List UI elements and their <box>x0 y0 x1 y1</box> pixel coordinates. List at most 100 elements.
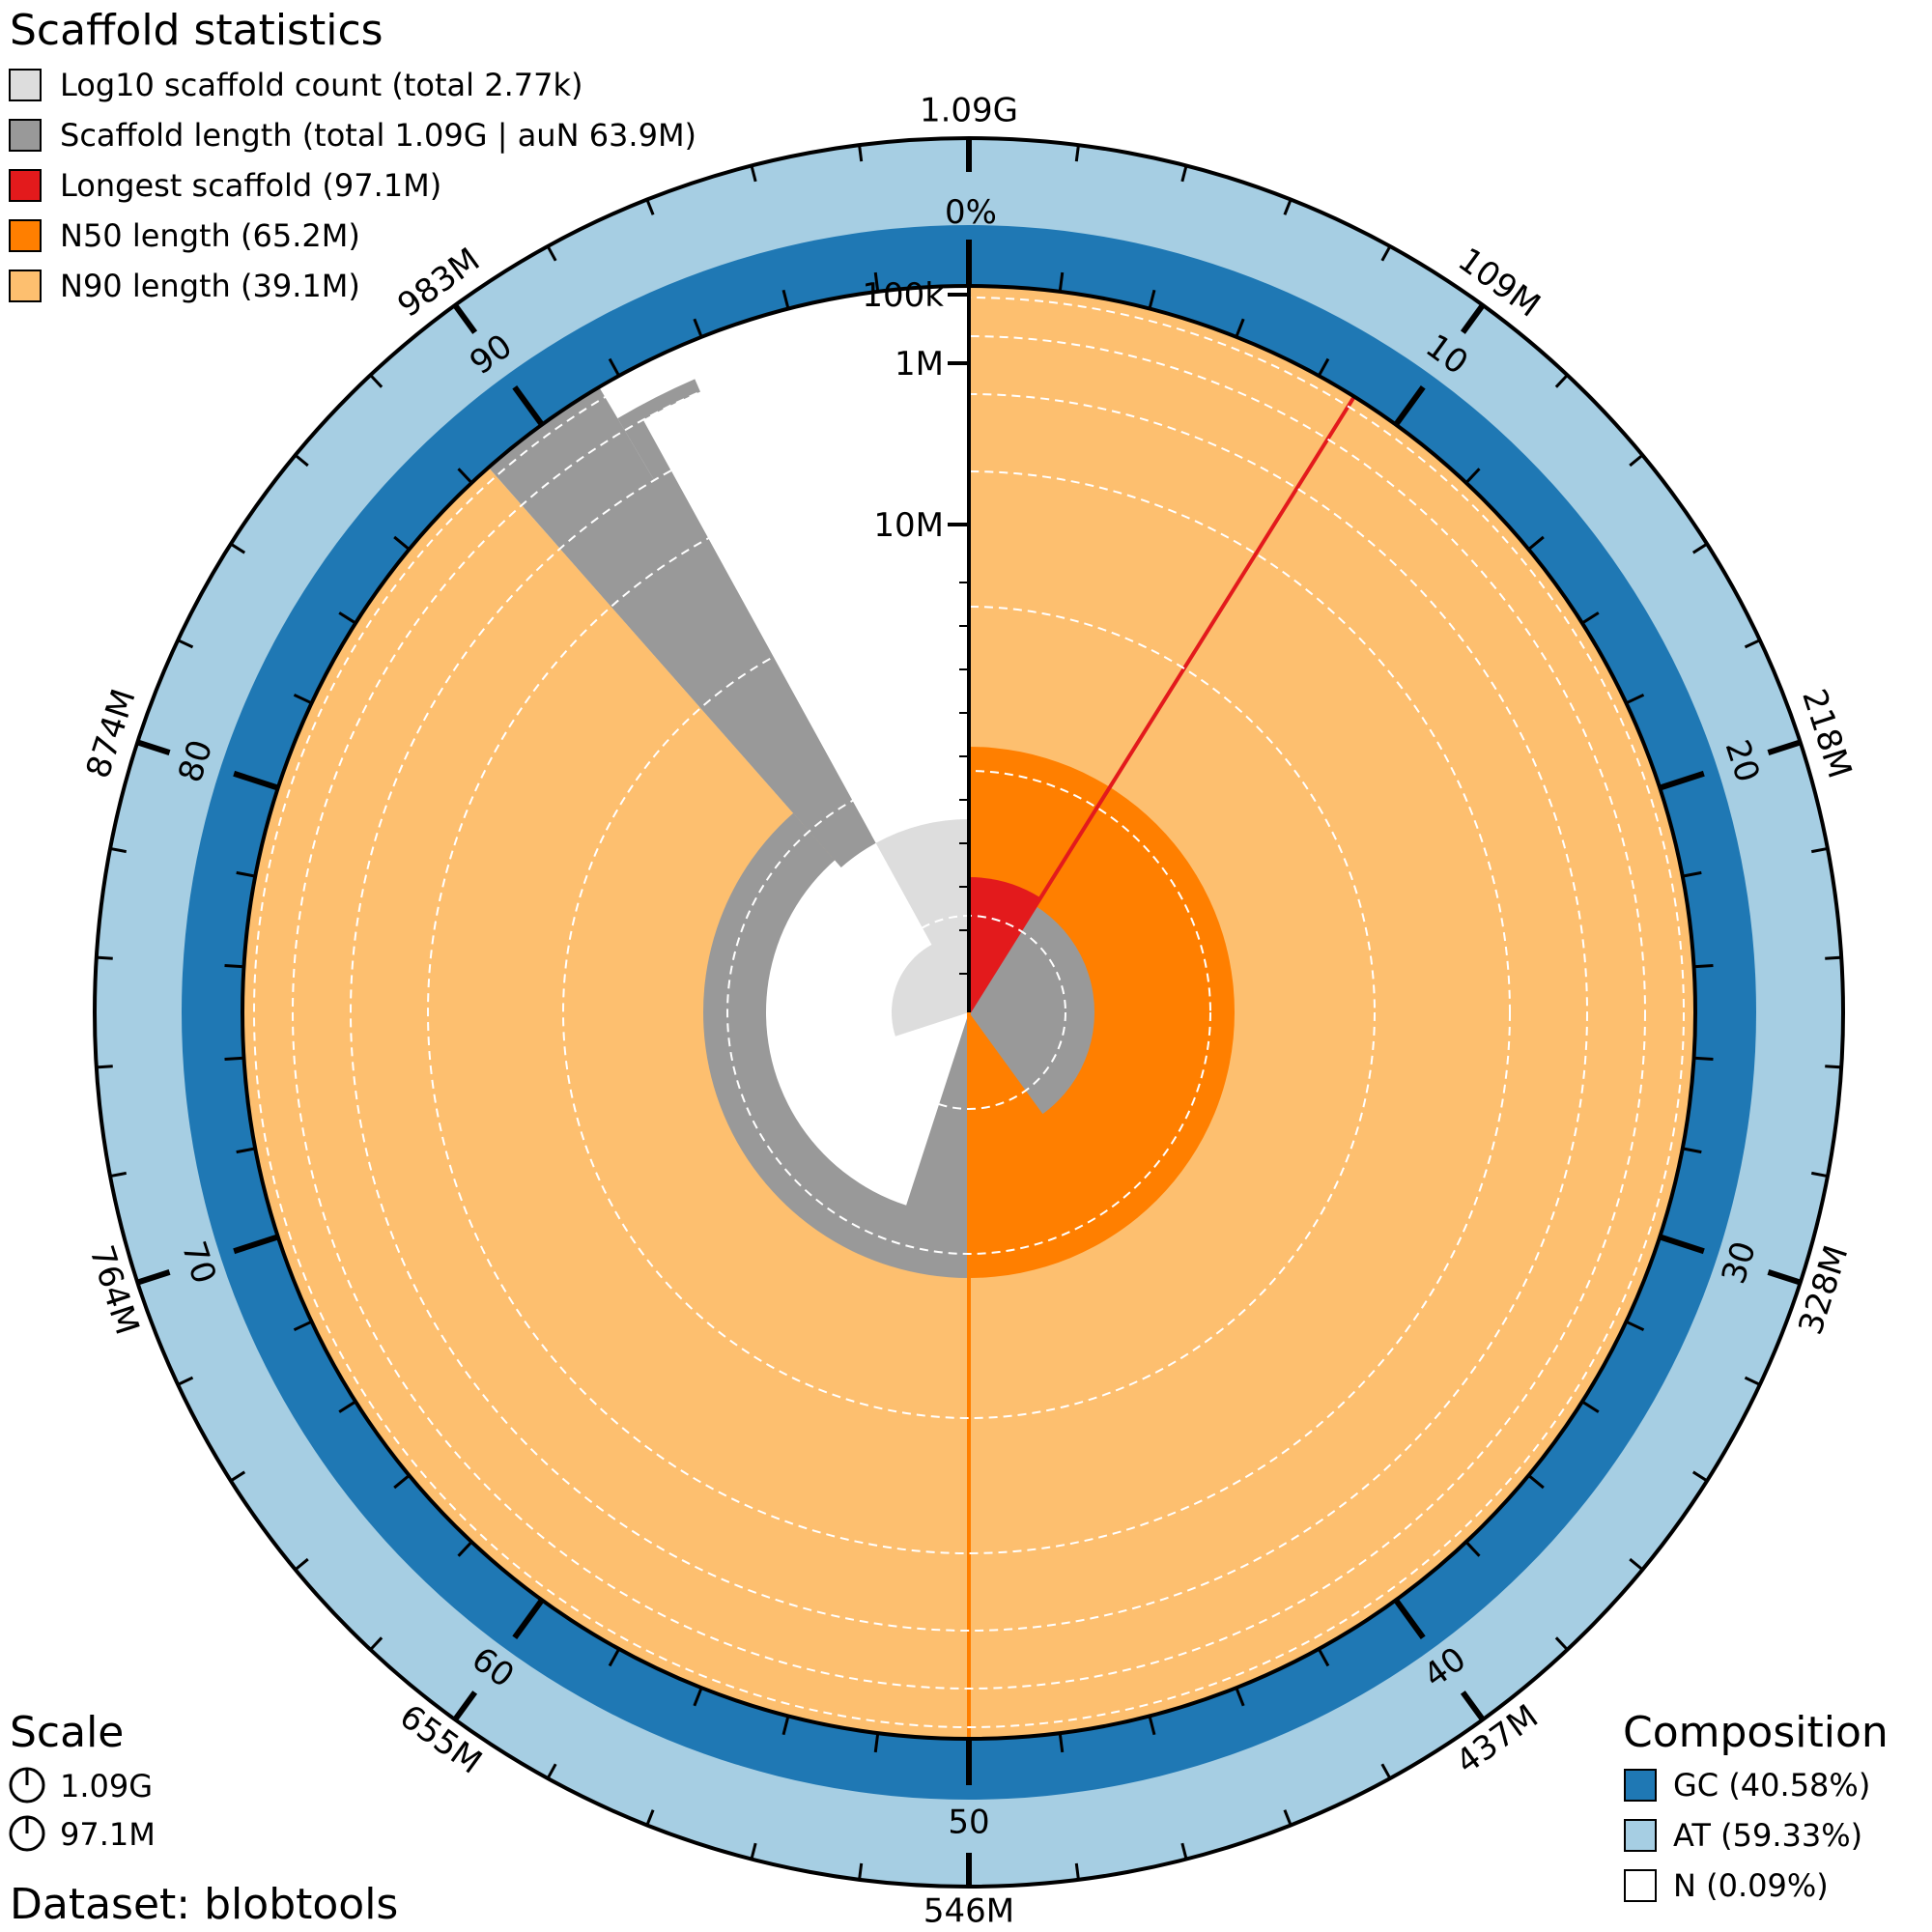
log-count-sector-outer <box>875 819 969 1012</box>
percent-tick <box>693 1687 703 1707</box>
legend-label: N50 length (65.2M) <box>60 217 360 254</box>
composition-label: AT (59.33%) <box>1673 1817 1862 1854</box>
percent-tick <box>1464 468 1481 484</box>
percent-tick <box>233 1234 279 1255</box>
length-tick <box>1460 303 1486 334</box>
length-tick <box>177 639 194 649</box>
longest-scaffold-line <box>967 395 1356 1014</box>
length-tick <box>645 199 655 215</box>
length-tick <box>1074 1862 1080 1881</box>
length-tick <box>1554 1636 1569 1651</box>
percent-tick <box>1393 385 1426 427</box>
percent-tick <box>1693 1056 1714 1061</box>
scale-icon-total <box>9 1767 45 1804</box>
length-tick <box>1691 1470 1708 1483</box>
length-tick <box>96 955 113 960</box>
gc-profile-label: 0% <box>945 193 997 232</box>
percent-tick <box>338 611 356 625</box>
length-tick <box>546 245 557 262</box>
percent-tick <box>1527 535 1545 551</box>
length-tick <box>1180 1842 1188 1860</box>
length-tick <box>177 1376 194 1386</box>
legend-swatch <box>9 169 42 202</box>
percent-tick <box>1581 1400 1600 1413</box>
percent-tick <box>1625 1320 1645 1332</box>
legend-label: Scaffold length (total 1.09G | auN 63.9M… <box>60 117 696 154</box>
length-tick <box>1460 1690 1486 1721</box>
percent-tick-label: 50 <box>948 1804 989 1842</box>
composition-swatch <box>1624 1819 1657 1852</box>
length-tick <box>109 1171 128 1179</box>
percent-tick <box>608 357 621 377</box>
length-tick <box>1810 846 1829 854</box>
length-tick <box>1691 542 1708 554</box>
scale-title: Scale <box>10 1708 124 1757</box>
length-tick <box>1767 1268 1802 1286</box>
percent-tick <box>1235 318 1245 338</box>
composition-swatch <box>1624 1769 1657 1802</box>
percent-tick <box>512 1598 545 1639</box>
composition-label: GC (40.58%) <box>1673 1767 1870 1804</box>
percent-tick <box>457 468 473 484</box>
longest-scaffold-sector <box>969 877 1041 1012</box>
percent-tick <box>512 385 545 427</box>
length-tick <box>1380 1763 1392 1779</box>
percent-tick <box>1317 1648 1330 1667</box>
radial-tick-label: 100k <box>862 276 944 315</box>
n50-sector <box>969 747 1235 1278</box>
legend-label: Longest scaffold (97.1M) <box>60 167 441 204</box>
percent-tick <box>781 289 790 309</box>
length-tick <box>1283 199 1293 215</box>
legend-swatch <box>9 270 42 302</box>
dataset-label: Dataset: blobtools <box>10 1880 398 1929</box>
percent-tick <box>873 271 880 293</box>
legend-label: N90 length (39.1M) <box>60 268 360 304</box>
percent-tick <box>1058 1732 1065 1753</box>
composition-swatch <box>1624 1869 1657 1902</box>
length-tick <box>1180 165 1188 183</box>
length-tick <box>750 165 757 183</box>
length-tick <box>452 1690 478 1721</box>
percent-tick <box>457 1541 473 1557</box>
percent-tick <box>1659 770 1705 791</box>
percent-tick <box>1235 1687 1245 1707</box>
percent-tick <box>393 535 411 551</box>
percent-tick <box>1682 870 1702 878</box>
length-tick <box>230 542 246 554</box>
percent-tick <box>1682 1147 1702 1154</box>
composition-label: N (0.09%) <box>1673 1867 1829 1904</box>
percent-tick <box>781 1716 790 1736</box>
percent-tick <box>293 693 313 705</box>
length-tick <box>136 1268 171 1286</box>
length-tick <box>1744 1376 1761 1386</box>
percent-tick <box>1317 357 1330 377</box>
legend-swatch <box>9 119 42 152</box>
percent-tick <box>236 870 256 878</box>
scaffold-length-band <box>559 470 876 867</box>
composition-title: Composition <box>1623 1708 1889 1757</box>
percent-tick <box>1693 964 1714 969</box>
length-tick <box>294 453 309 468</box>
chart-title: Scaffold statistics <box>10 6 384 55</box>
legend-swatch <box>9 219 42 252</box>
length-tick <box>1283 1809 1293 1826</box>
percent-tick <box>1148 1716 1156 1736</box>
length-tick-label: 1.09G <box>920 92 1018 130</box>
scale-icon-longest <box>9 1815 45 1852</box>
length-tick-label: 546M <box>923 1892 1014 1931</box>
percent-tick <box>293 1320 313 1332</box>
percent-tick <box>1464 1541 1481 1557</box>
legend-swatch <box>9 69 42 101</box>
length-tick <box>452 303 478 334</box>
length-tick <box>109 846 128 854</box>
length-tick <box>1744 639 1761 649</box>
percent-tick <box>1625 693 1645 705</box>
length-tick <box>1810 1171 1829 1179</box>
length-tick <box>858 144 864 162</box>
length-tick <box>1074 144 1080 162</box>
gridline <box>292 335 1646 1690</box>
percent-tick <box>338 1400 356 1413</box>
percent-tick <box>236 1147 256 1154</box>
length-tick <box>1629 453 1644 468</box>
